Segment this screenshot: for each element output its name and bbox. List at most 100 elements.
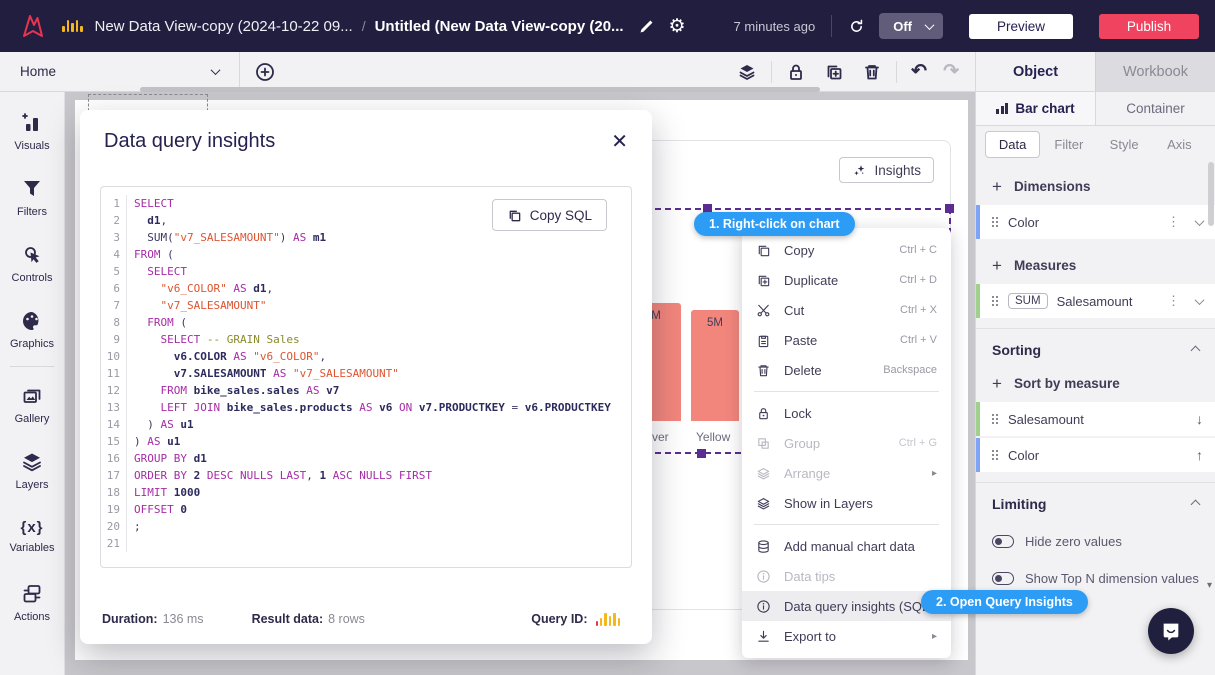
dimension-field-color[interactable]: Color ⋮ (976, 205, 1215, 239)
drag-handle-icon[interactable] (992, 450, 994, 452)
drag-handle-icon[interactable] (992, 296, 994, 298)
layers-icon (20, 450, 44, 474)
chevron-down-icon[interactable] (1194, 294, 1205, 305)
kebab-menu-icon[interactable]: ⋮ (1167, 293, 1180, 308)
tab-object[interactable]: Object (1012, 63, 1059, 80)
edit-pencil-icon[interactable] (638, 18, 655, 35)
sort-row-salesamount[interactable]: Salesamount ↓ (976, 402, 1215, 436)
close-icon[interactable]: ✕ (611, 130, 628, 153)
subtab-style[interactable]: Style (1109, 136, 1139, 152)
home-dropdown[interactable]: Home (0, 52, 240, 91)
dataset-title[interactable]: New Data View-copy (2024-10-22 09... (94, 17, 353, 35)
drag-handle-icon[interactable] (992, 217, 994, 219)
sidebar-item-controls[interactable]: Controls (0, 230, 64, 296)
left-sidebar: Visuals Filters Controls Graphics Gallery Lay… (0, 92, 65, 675)
sidebar-item-gallery[interactable]: Gallery (0, 371, 64, 437)
page-title[interactable]: Untitled (New Data View-copy (20... (374, 17, 624, 35)
line-number: 12 (101, 382, 127, 399)
add-measure-button[interactable]: + Measures (992, 256, 1077, 275)
menu-item-paste[interactable]: Paste Ctrl + V (742, 325, 951, 355)
menu-item-arrange: Arrange ▸ (742, 458, 951, 488)
sql-code-block[interactable]: Copy SQL 1 SELECT 2 d1, 3 SUM("v7_SALESAMOU… (100, 186, 632, 568)
sorting-section-header[interactable]: Sorting (976, 328, 1215, 369)
sidebar-item-graphics[interactable]: Graphics (0, 296, 64, 362)
sidebar-item-variables[interactable]: {x} Variables (0, 503, 64, 569)
sidebar-item-actions[interactable]: Actions (0, 569, 64, 635)
toggle-hide-zero-values[interactable]: Hide zero values (976, 523, 1215, 560)
duplicate-icon[interactable] (824, 62, 844, 82)
insights-button[interactable]: Insights (839, 157, 934, 183)
menu-item-data-query-insights-sql[interactable]: Data query insights (SQL) (742, 591, 951, 621)
sort-direction-up-icon[interactable]: ↑ (1196, 447, 1203, 463)
toggle-switch-icon[interactable] (992, 535, 1014, 548)
menu-shortcut: Ctrl + D (899, 274, 937, 286)
menu-item-lock[interactable]: Lock (742, 398, 951, 428)
sidebar-item-label: Layers (15, 478, 49, 491)
menu-item-label: Paste (784, 332, 818, 348)
drag-handle-icon[interactable] (992, 414, 994, 416)
aggregation-badge[interactable]: SUM (1008, 293, 1048, 309)
horizontal-scrollbar[interactable] (140, 87, 820, 92)
scroll-down-arrow-icon[interactable]: ▾ (1206, 580, 1212, 591)
chevron-down-icon[interactable] (1194, 215, 1205, 226)
line-number: 13 (101, 399, 127, 416)
copy-icon (756, 243, 772, 258)
undo-icon[interactable]: ↶ (911, 61, 928, 82)
graphics-icon (20, 309, 44, 333)
sidebar-item-visuals[interactable]: Visuals (0, 98, 64, 164)
redo-icon: ↷ (943, 61, 959, 82)
selection-handle[interactable] (697, 449, 706, 458)
menu-item-copy[interactable]: Copy Ctrl + C (742, 235, 951, 265)
menu-item-duplicate[interactable]: Duplicate Ctrl + D (742, 265, 951, 295)
add-sort-by-measure-button[interactable]: + Sort by measure (992, 374, 1120, 393)
add-item-button[interactable] (255, 62, 275, 82)
line-number: 5 (101, 263, 127, 280)
trash-icon[interactable] (862, 62, 882, 82)
kebab-menu-icon[interactable]: ⋮ (1167, 214, 1180, 229)
menu-item-show-in-layers[interactable]: Show in Layers (742, 488, 951, 518)
sidebar-item-filters[interactable]: Filters (0, 164, 64, 230)
line-number: 11 (101, 365, 127, 382)
category-label: Yellow (696, 430, 731, 444)
line-number: 4 (101, 246, 127, 263)
app-logo-icon[interactable] (16, 10, 48, 42)
subtab-data[interactable]: Data (985, 130, 1041, 158)
chat-launcher-button[interactable] (1148, 608, 1194, 654)
limiting-section-header[interactable]: Limiting (976, 482, 1215, 523)
line-number: 21 (101, 535, 127, 552)
sidebar-item-layers[interactable]: Layers (0, 437, 64, 503)
tab-bar-chart[interactable]: Bar chart (976, 92, 1095, 125)
layers-stack-icon[interactable] (737, 62, 757, 82)
menu-divider (754, 391, 939, 392)
publish-button[interactable]: Publish (1099, 13, 1199, 39)
toggle-show-top-n[interactable]: Show Top N dimension values (976, 560, 1215, 597)
sort-direction-down-icon[interactable]: ↓ (1196, 411, 1203, 427)
add-dimension-button[interactable]: + Dimensions (992, 177, 1091, 196)
menu-item-cut[interactable]: Cut Ctrl + X (742, 295, 951, 325)
subtab-filter[interactable]: Filter (1054, 136, 1084, 152)
copy-sql-button[interactable]: Copy SQL (491, 199, 607, 231)
chart-bar-yellow[interactable]: 5M (691, 310, 739, 421)
lock-icon[interactable] (786, 62, 806, 82)
tab-workbook[interactable]: Workbook (1095, 52, 1215, 91)
sort-row-color[interactable]: Color ↑ (976, 438, 1215, 472)
menu-item-add-manual-chart-data[interactable]: Add manual chart data (742, 531, 951, 561)
preview-button[interactable]: Preview (969, 13, 1073, 39)
tab-container[interactable]: Container (1095, 92, 1215, 125)
measure-field-salesamount[interactable]: SUM Salesamount ⋮ (976, 284, 1215, 318)
code-line: 3 SUM("v7_SALESAMOUNT") AS m1 (101, 229, 631, 246)
auto-refresh-dropdown[interactable]: Off (879, 13, 943, 39)
toggle-switch-icon[interactable] (992, 572, 1014, 585)
selection-handle[interactable] (703, 204, 712, 213)
vertical-scrollbar-thumb[interactable] (1208, 162, 1214, 226)
menu-divider (754, 524, 939, 525)
settings-gear-icon[interactable]: ⚙ (668, 15, 686, 37)
selection-handle[interactable] (945, 204, 954, 213)
code-line: 16 GROUP BY d1 (101, 450, 631, 467)
refresh-icon[interactable] (848, 18, 865, 35)
menu-item-delete[interactable]: Delete Backspace (742, 355, 951, 385)
menu-item-export-to[interactable]: Export to ▸ (742, 621, 951, 651)
line-number: 6 (101, 280, 127, 297)
duration-label: Duration: (102, 612, 158, 626)
subtab-axis[interactable]: Axis (1167, 136, 1192, 152)
